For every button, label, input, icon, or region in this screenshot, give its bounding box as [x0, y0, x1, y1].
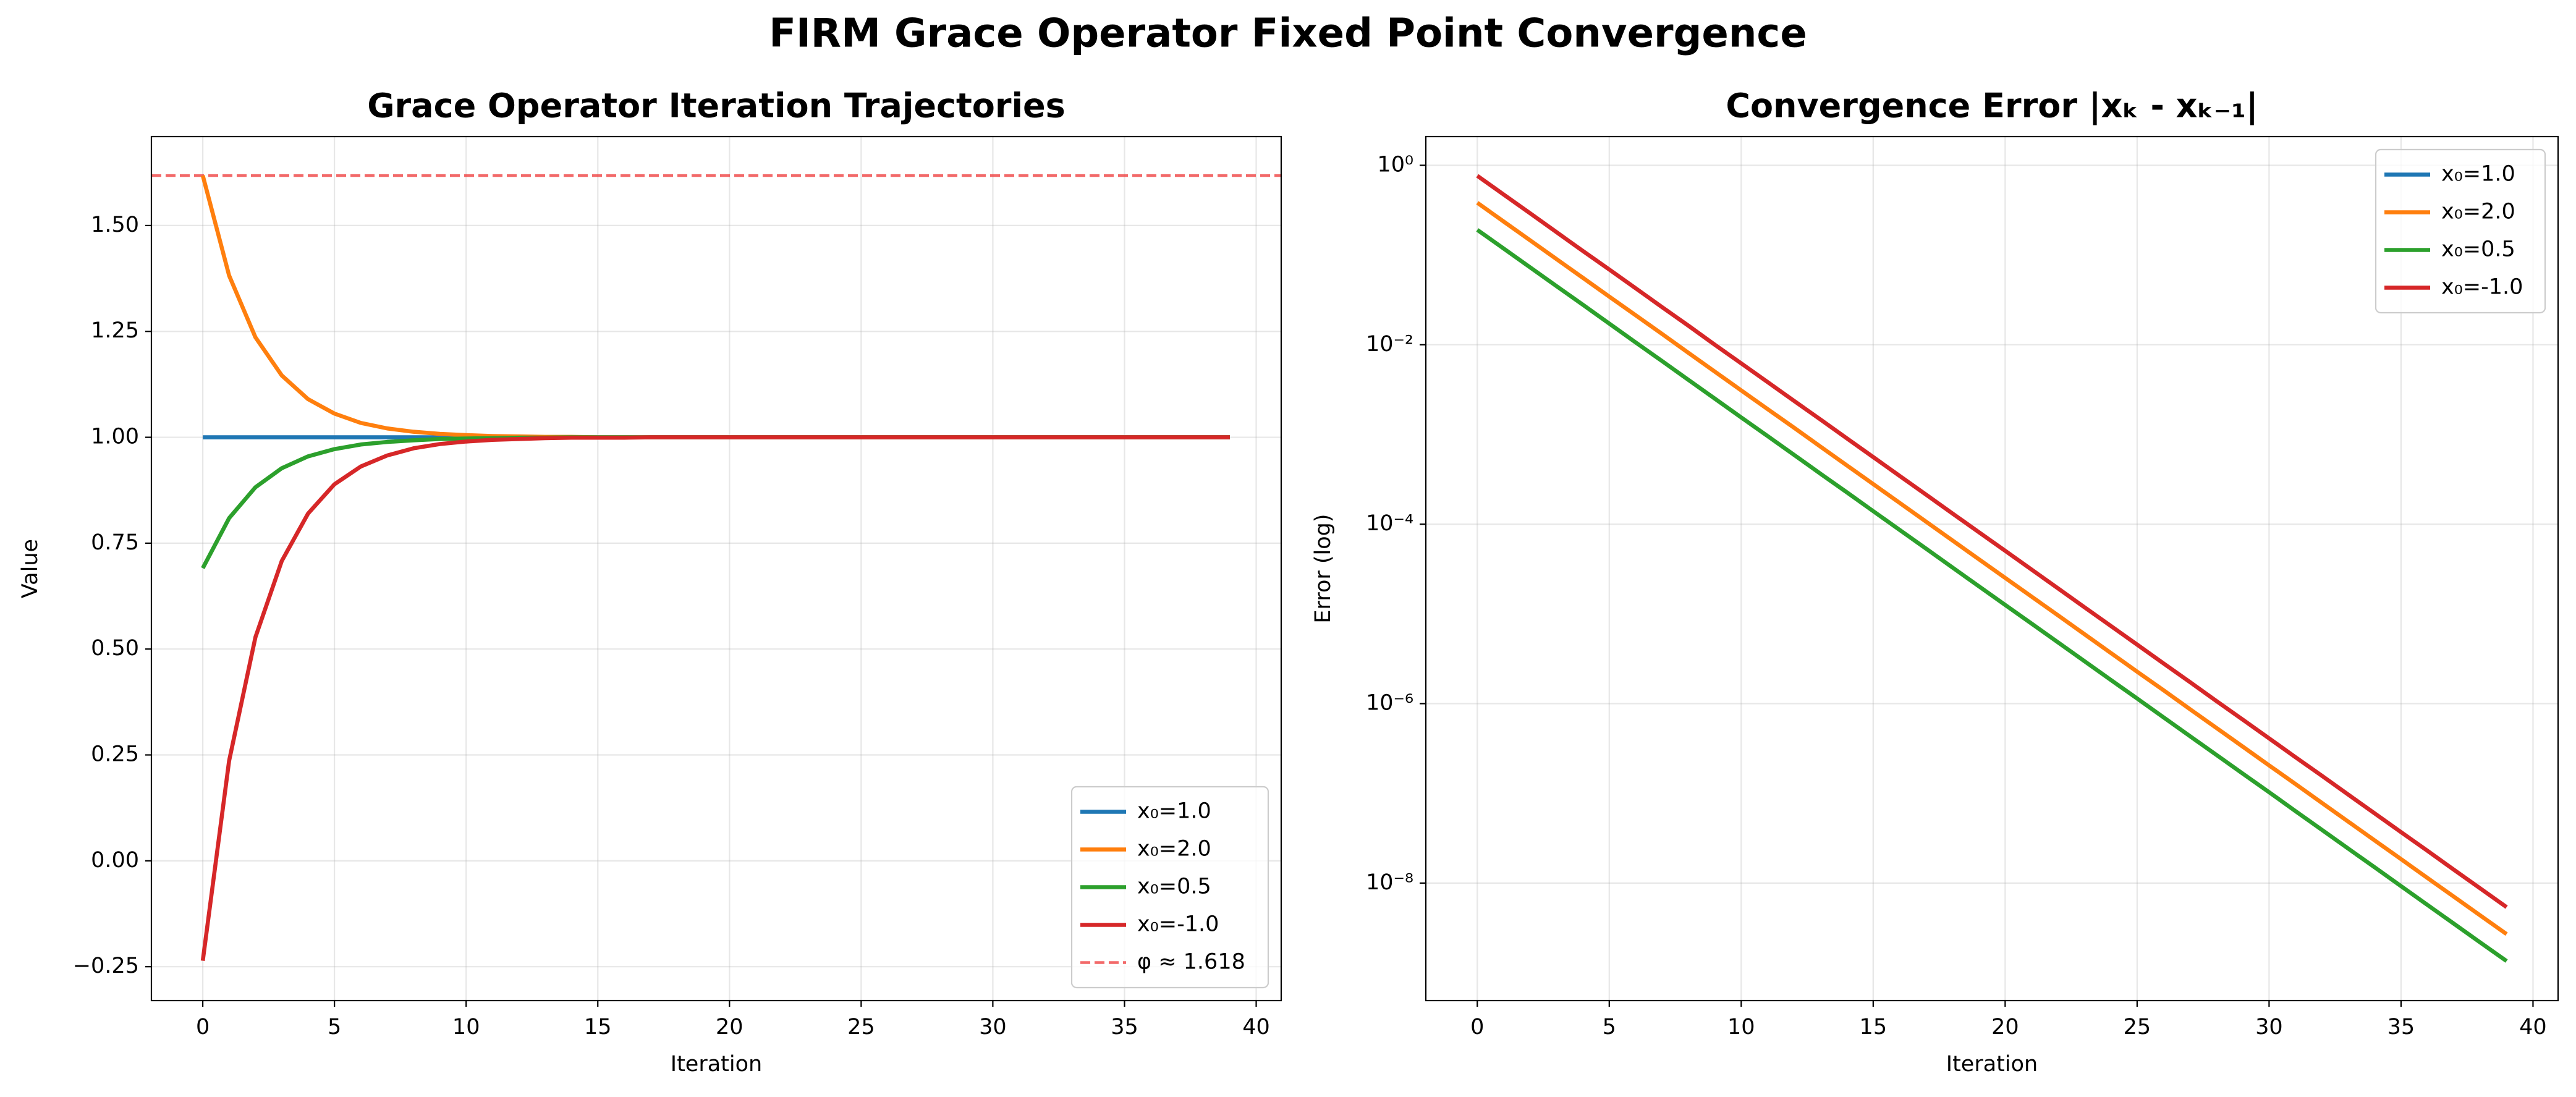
legend-label: x₀=1.0: [2441, 162, 2515, 187]
x-tick-label: 25: [2124, 1015, 2151, 1040]
chart-title: Grace Operator Iteration Trajectories: [367, 87, 1066, 125]
series-line: [200, 435, 1230, 962]
legend-label: φ ≈ 1.618: [1137, 950, 1245, 975]
legend-label: x₀=2.0: [1137, 837, 1211, 862]
x-tick-label: 5: [1603, 1015, 1616, 1040]
x-tick-label: 30: [2255, 1015, 2283, 1040]
y-tick-label: 0.00: [91, 848, 139, 873]
series-line: [1476, 201, 2508, 936]
legend-label: x₀=-1.0: [1137, 912, 1219, 937]
y-tick-label: 0.75: [91, 530, 139, 555]
legend-label: x₀=-1.0: [2441, 275, 2523, 300]
x-tick-label: 5: [328, 1015, 341, 1040]
axes-frame: [1425, 135, 2559, 1002]
x-tick-label: 15: [1860, 1015, 1888, 1040]
y-tick-label: 0.25: [91, 742, 139, 767]
legend-box: [2375, 148, 2546, 314]
legend: x₀=1.0 x₀=2.0 x₀=0.5 x₀=-1.0 φ ≈ 1.618: [1070, 786, 1269, 989]
y-tick-label: 1.25: [91, 318, 139, 343]
x-tick-label: 40: [2519, 1015, 2547, 1040]
x-tick-label: 10: [1727, 1015, 1755, 1040]
x-tick-label: 20: [716, 1015, 744, 1040]
x-tick-label: 35: [1111, 1015, 1138, 1040]
x-axis-label: Iteration: [1946, 1052, 2038, 1077]
x-tick-label: 30: [979, 1015, 1007, 1040]
x-tick-label: 25: [847, 1015, 875, 1040]
y-tick-label: 0.50: [91, 636, 139, 661]
x-tick-label: 20: [1991, 1015, 2019, 1040]
series-line: [1476, 228, 2508, 963]
legend-label: x₀=1.0: [1137, 799, 1211, 824]
series-line: [1476, 174, 2508, 909]
x-tick-label: 0: [1470, 1015, 1484, 1040]
legend-box: [1070, 786, 1269, 989]
y-tick-label: 1.00: [91, 425, 139, 449]
y-axis-label: Error (log): [1311, 514, 1336, 623]
legend-label: x₀=2.0: [2441, 200, 2515, 224]
y-tick-label: 1.50: [91, 213, 139, 237]
legend-label: x₀=0.5: [2441, 237, 2515, 262]
y-tick-label: −0.25: [73, 954, 139, 978]
y-tick-label: 10⁰: [1377, 152, 1413, 177]
legend: x₀=1.0 x₀=2.0 x₀=0.5 x₀=-1.0: [2375, 148, 2546, 314]
x-axis-label: Iteration: [671, 1052, 762, 1077]
x-tick-label: 0: [196, 1015, 210, 1040]
figure-title: FIRM Grace Operator Fixed Point Converge…: [769, 11, 1807, 57]
axes-frame: [150, 135, 1282, 1002]
y-tick-label: 10⁻⁴: [1366, 511, 1413, 536]
legend-label: x₀=0.5: [1137, 875, 1211, 899]
y-tick-label: 10⁻⁶: [1366, 691, 1413, 716]
x-tick-label: 10: [452, 1015, 480, 1040]
y-tick-label: 10⁻²: [1366, 332, 1413, 357]
chart-title: Convergence Error |xₖ - xₖ₋₁|: [1726, 87, 2258, 125]
y-tick-label: 10⁻⁸: [1366, 870, 1413, 895]
y-axis-label: Value: [18, 539, 43, 598]
x-tick-label: 35: [2387, 1015, 2415, 1040]
x-tick-label: 15: [584, 1015, 612, 1040]
x-tick-label: 40: [1242, 1015, 1270, 1040]
